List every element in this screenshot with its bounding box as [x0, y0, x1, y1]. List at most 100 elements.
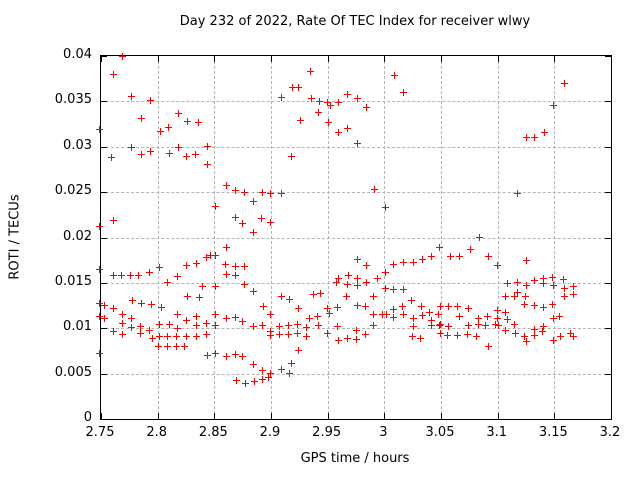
data-point-marker	[531, 332, 539, 340]
data-point-marker	[232, 272, 239, 280]
data-point-marker	[408, 333, 416, 341]
data-point-marker	[363, 262, 371, 270]
data-point-marker	[242, 379, 250, 387]
data-point-marker	[156, 321, 164, 329]
data-point-marker	[540, 304, 548, 312]
data-point-marker	[437, 303, 445, 311]
data-point-marker	[416, 335, 424, 343]
data-point-marker	[382, 311, 390, 319]
data-point-marker	[137, 150, 145, 158]
y-tick-mark	[101, 101, 107, 103]
data-point-marker	[335, 129, 343, 137]
data-point-marker	[232, 314, 239, 322]
data-point-marker	[409, 323, 417, 331]
data-point-marker	[456, 253, 464, 261]
data-point-marker	[202, 254, 210, 262]
x-tick-mark	[497, 56, 499, 62]
data-point-marker	[569, 283, 577, 291]
data-point-marker	[137, 115, 145, 123]
data-point-marker	[126, 271, 134, 279]
data-point-marker	[306, 68, 314, 76]
data-point-marker	[100, 302, 108, 310]
data-point-marker	[193, 333, 201, 341]
data-point-marker	[202, 319, 210, 327]
data-point-marker	[203, 142, 211, 150]
data-point-marker	[437, 320, 445, 328]
data-point-marker	[569, 290, 577, 298]
data-point-marker	[181, 343, 188, 351]
data-point-marker	[147, 97, 154, 105]
data-point-marker	[267, 189, 275, 197]
data-point-marker	[362, 303, 370, 311]
data-point-marker	[286, 370, 294, 378]
data-point-marker	[456, 313, 464, 321]
data-point-marker	[259, 188, 267, 196]
data-point-marker	[96, 126, 103, 134]
y-tick-mark	[101, 146, 107, 148]
data-point-marker	[317, 289, 324, 297]
data-point-marker	[569, 333, 577, 341]
data-point-marker	[550, 336, 558, 344]
data-point-marker	[389, 306, 397, 313]
data-point-marker	[278, 189, 286, 197]
data-point-marker	[174, 310, 182, 318]
data-point-marker	[232, 351, 239, 359]
y-tick-mark	[605, 282, 611, 284]
data-point-marker	[531, 325, 539, 333]
x-tick-mark	[611, 413, 612, 419]
x-tick-mark	[214, 56, 216, 62]
data-point-marker	[314, 109, 322, 117]
data-point-marker	[195, 294, 203, 302]
data-point-marker	[521, 300, 528, 308]
x-tick-mark	[611, 56, 612, 62]
data-point-marker	[550, 101, 558, 109]
y-tick-label: 0.005	[54, 364, 92, 380]
data-point-marker	[250, 323, 258, 331]
data-point-marker	[354, 256, 362, 264]
data-point-marker	[184, 118, 192, 126]
data-point-marker	[434, 310, 442, 318]
data-point-marker	[164, 333, 171, 341]
data-point-marker	[96, 349, 103, 357]
data-point-marker	[241, 188, 249, 196]
y-tick-mark	[101, 192, 107, 194]
x-tick-label: 2.75	[85, 425, 115, 440]
y-tick-mark	[101, 237, 107, 239]
data-point-marker	[303, 324, 311, 332]
data-point-marker	[363, 278, 371, 286]
data-point-marker	[305, 315, 313, 323]
data-point-marker	[501, 326, 509, 334]
y-tick-mark	[605, 101, 611, 103]
data-point-marker	[259, 322, 267, 330]
data-point-marker	[183, 333, 191, 341]
data-point-marker	[428, 316, 436, 324]
data-point-marker	[523, 257, 531, 264]
data-point-marker	[436, 322, 443, 330]
y-tick-mark	[605, 237, 611, 239]
data-point-marker	[96, 266, 103, 274]
data-point-marker	[193, 259, 201, 267]
x-tick-mark	[384, 56, 386, 62]
x-tick-mark	[327, 413, 329, 419]
data-point-marker	[100, 315, 108, 323]
y-tick-label: 0.02	[63, 228, 92, 244]
data-point-marker	[193, 322, 201, 330]
data-point-marker	[127, 324, 135, 332]
data-point-marker	[466, 246, 474, 254]
data-point-marker	[288, 83, 296, 91]
data-point-marker	[315, 98, 323, 106]
data-point-marker	[222, 244, 230, 252]
data-point-marker	[540, 275, 548, 283]
y-tick-mark	[605, 328, 611, 330]
x-tick-mark	[554, 413, 556, 419]
data-point-marker	[389, 260, 397, 268]
data-point-marker	[335, 99, 343, 107]
y-tick-mark	[605, 146, 611, 148]
x-tick-mark	[101, 413, 102, 419]
data-point-marker	[267, 218, 275, 226]
y-tick-mark	[605, 192, 611, 194]
data-point-marker	[164, 343, 171, 351]
data-point-marker	[371, 186, 379, 194]
data-point-marker	[523, 337, 531, 345]
data-point-marker	[203, 160, 211, 168]
